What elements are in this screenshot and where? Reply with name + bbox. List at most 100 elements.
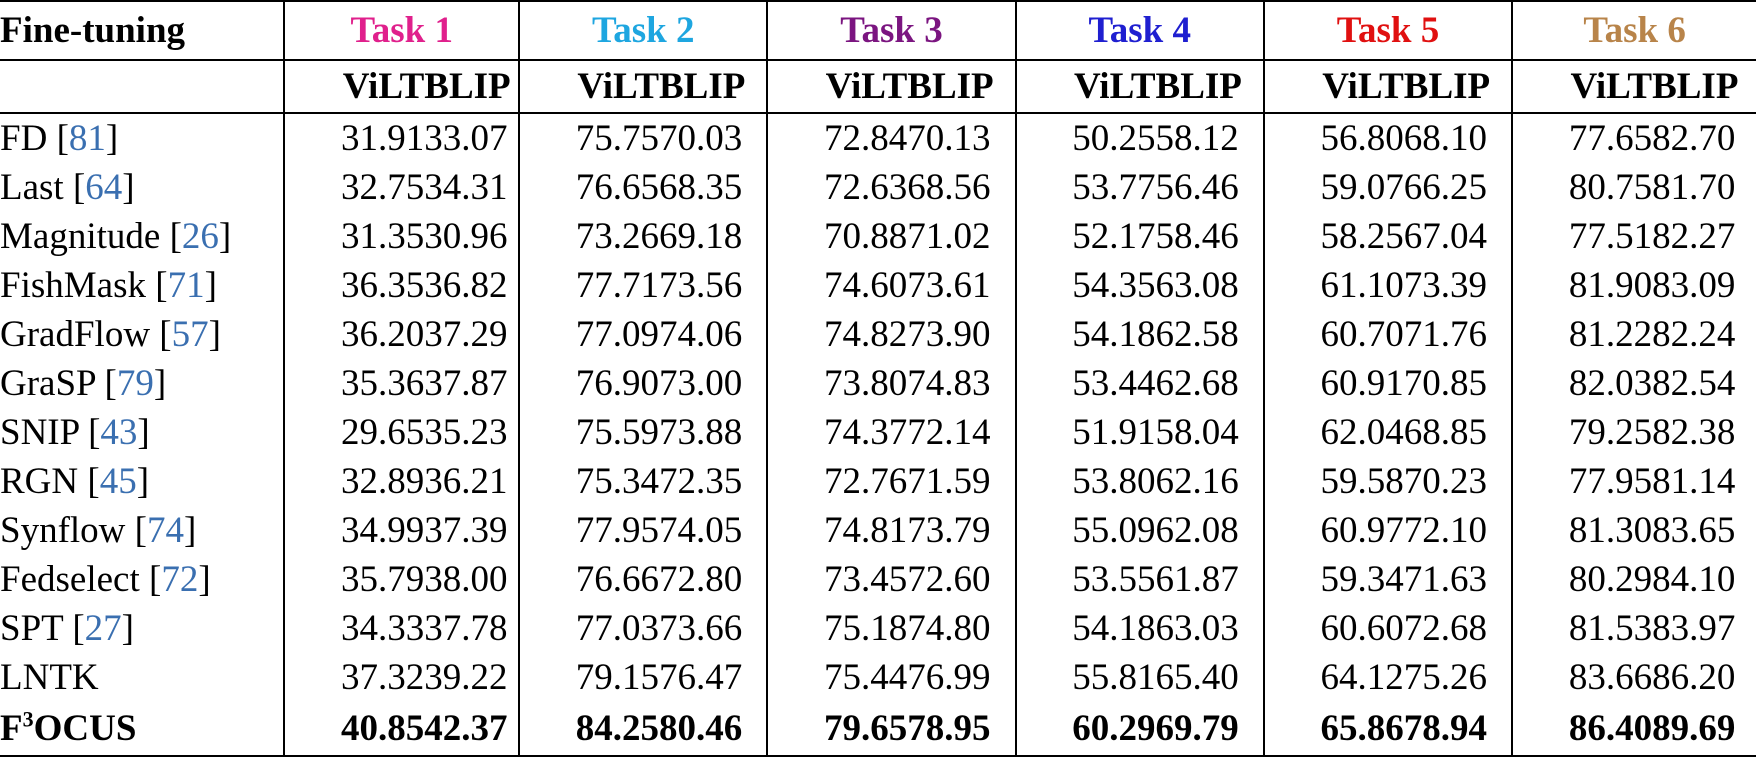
task-3-vilt-value: 79.65 bbox=[767, 702, 908, 757]
task-4-vilt-value: 54.18 bbox=[1072, 314, 1156, 355]
task-6-blip-value: 81.14 bbox=[1652, 461, 1736, 502]
task-6-vilt-value: 83.66 bbox=[1568, 657, 1653, 698]
task-2-vilt-value: 76.90 bbox=[575, 363, 659, 404]
method-name-cell: Last [64] bbox=[0, 163, 286, 212]
task-4-blip-value: 63.03 bbox=[1155, 604, 1265, 653]
citation-link[interactable]: 71 bbox=[167, 265, 205, 306]
method-name: Fedselect bbox=[0, 559, 140, 600]
citation-link[interactable]: 79 bbox=[116, 363, 154, 404]
task-4-vilt-value: 53.44 bbox=[1072, 363, 1156, 404]
task-3-vilt-value: 74.37 bbox=[824, 412, 908, 453]
task-2-blip-value: 73.00 bbox=[659, 359, 769, 408]
task-5-vilt-value: 59.07 bbox=[1320, 167, 1404, 208]
method-name-cell: SPT [27] bbox=[0, 604, 286, 653]
task-3-blip-value: 72.60 bbox=[907, 555, 1017, 604]
method-name: GradFlow bbox=[0, 314, 151, 355]
method-name: SNIP bbox=[0, 412, 79, 453]
task-1-vilt-value: 29.65 bbox=[341, 412, 425, 453]
table-row: SNIP [43] 29.65 35.23 75.59 73.88 74.37 72.14 5… bbox=[0, 408, 1756, 457]
task-2-vilt-value: 75.75 bbox=[519, 112, 659, 163]
task-5-blip-header: BLIP bbox=[1403, 59, 1514, 113]
task-6-blip-value: 82.38 bbox=[1652, 412, 1736, 453]
task-3-blip-value: 72.14 bbox=[907, 408, 1017, 457]
citation-link[interactable]: 27 bbox=[84, 608, 122, 649]
task-1-vilt-value: 31.35 bbox=[341, 216, 425, 257]
task-3-vilt-header: ViLT bbox=[767, 59, 908, 113]
task-1-blip-value: 34.31 bbox=[424, 163, 521, 212]
task-3-blip-value: 71.02 bbox=[907, 212, 1017, 261]
task-5-vilt-value: 61.10 bbox=[1320, 265, 1404, 306]
task-2-vilt-header: ViLT bbox=[519, 59, 659, 113]
task-4-vilt-value: 60.29 bbox=[1015, 702, 1156, 757]
citation-bracket: [ bbox=[155, 265, 168, 306]
citation-bracket: [ bbox=[148, 559, 162, 600]
citation-link[interactable]: 45 bbox=[99, 461, 137, 502]
task-4-blip-value: 62.08 bbox=[1155, 506, 1265, 555]
citation-bracket: [ bbox=[159, 314, 172, 355]
task-1-blip-value: 37.87 bbox=[424, 359, 521, 408]
table-row: Magnitude [26] 31.35 30.96 73.26 69.18 70.88 7… bbox=[0, 212, 1756, 261]
task-2-vilt-value: 84.25 bbox=[519, 702, 659, 757]
task-5-vilt-header: ViLT bbox=[1263, 59, 1404, 113]
task-5-vilt-value: 59.34 bbox=[1320, 559, 1404, 600]
task-4-blip-value: 63.08 bbox=[1155, 261, 1265, 310]
task-4-blip-value: 58.04 bbox=[1155, 408, 1265, 457]
task-5-blip-value: 75.26 bbox=[1403, 653, 1514, 702]
task-6-vilt-value: 86.40 bbox=[1512, 702, 1653, 757]
citation-link[interactable]: 72 bbox=[161, 559, 199, 600]
task-3-header: Task 3 bbox=[767, 0, 1017, 60]
method-name-cell: GradFlow [57] bbox=[0, 310, 286, 359]
method-subheader-empty bbox=[0, 59, 286, 113]
task-6-vilt-value: 80.75 bbox=[1568, 167, 1653, 208]
header-row: Fine-tuning Task 1 Task 2 Task 3 Task 4 … bbox=[0, 0, 1756, 60]
task-2-vilt-value: 75.59 bbox=[575, 412, 659, 453]
task-2-header: Task 2 bbox=[519, 0, 769, 60]
citation-bracket: ] bbox=[122, 167, 135, 208]
task-6-blip-value: 82.70 bbox=[1652, 112, 1756, 163]
task-4-blip-value: 69.79 bbox=[1155, 702, 1265, 757]
citation-link[interactable]: 81 bbox=[68, 118, 106, 159]
task-4-vilt-value: 53.77 bbox=[1072, 167, 1156, 208]
task-3-vilt-value: 72.63 bbox=[824, 167, 908, 208]
task-6-blip-header: BLIP bbox=[1652, 59, 1756, 113]
task-2-vilt-value: 73.26 bbox=[575, 216, 659, 257]
table-row: Last [64] 32.75 34.31 76.65 68.35 72.63 68.56 5… bbox=[0, 163, 1756, 212]
table-row: FD [81] 31.91 33.07 75.75 70.03 72.84 70.13 50.… bbox=[0, 112, 1756, 163]
table-row: Fedselect [72] 35.79 38.00 76.66 72.80 73.45 7… bbox=[0, 555, 1756, 604]
table-row: GraSP [79] 35.36 37.87 76.90 73.00 73.80 74.83… bbox=[0, 359, 1756, 408]
citation-bracket: [ bbox=[87, 461, 100, 502]
task-5-blip-value: 72.68 bbox=[1403, 604, 1514, 653]
task-1-vilt-value: 34.99 bbox=[341, 510, 425, 551]
task-3-blip-value: 73.61 bbox=[907, 261, 1017, 310]
task-1-blip-value: 37.39 bbox=[424, 506, 521, 555]
citation-link[interactable]: 43 bbox=[100, 412, 138, 453]
task-6-blip-value: 83.97 bbox=[1652, 608, 1736, 649]
citation-bracket: [ bbox=[104, 363, 117, 404]
task-5-blip-value: 66.25 bbox=[1403, 163, 1514, 212]
task-1-blip-value: 42.37 bbox=[424, 702, 521, 757]
task-2-blip-header: BLIP bbox=[659, 59, 769, 113]
task-3-vilt-value: 75.44 bbox=[824, 657, 908, 698]
task-6-header: Task 6 bbox=[1512, 0, 1756, 60]
task-1-blip-value: 37.78 bbox=[424, 604, 521, 653]
method-column-header: Fine-tuning bbox=[0, 0, 286, 60]
task-2-blip-value: 74.05 bbox=[659, 506, 769, 555]
method-name: RGN bbox=[0, 461, 79, 502]
task-1-vilt-header: ViLT bbox=[284, 59, 425, 113]
table-row: LNTK 37.32 39.22 79.15 76.47 75.44 76.99 55.81 6… bbox=[0, 653, 1756, 702]
task-6-blip-value: 82.27 bbox=[1652, 216, 1736, 257]
method-name: Last bbox=[0, 167, 64, 208]
citation-link[interactable]: 57 bbox=[171, 314, 209, 355]
citation-link[interactable]: 64 bbox=[85, 167, 123, 208]
task-1-vilt-value: 34.33 bbox=[341, 608, 425, 649]
citation-link[interactable]: 74 bbox=[146, 510, 184, 551]
task-3-blip-value: 73.79 bbox=[907, 506, 1017, 555]
citation-bracket: ] bbox=[218, 216, 232, 257]
citation-bracket: ] bbox=[208, 314, 221, 355]
task-1-vilt-value: 31.91 bbox=[284, 112, 425, 163]
method-name: F bbox=[0, 708, 23, 749]
citation-link[interactable]: 26 bbox=[181, 216, 219, 257]
task-4-blip-value: 62.58 bbox=[1155, 310, 1265, 359]
method-name: Synflow bbox=[0, 510, 126, 551]
task-3-vilt-value: 74.82 bbox=[824, 314, 908, 355]
